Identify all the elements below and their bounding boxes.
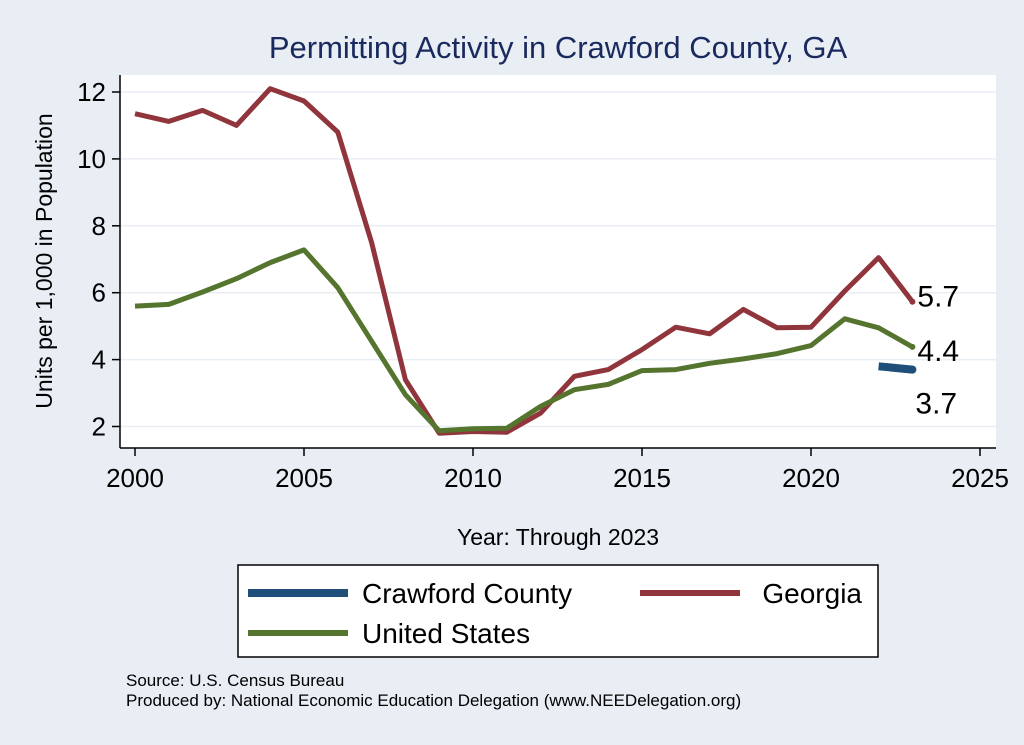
series-line-crawford-county (878, 362, 913, 374)
end-label-united-states: 4.4 (917, 335, 959, 368)
chart-title: Permitting Activity in Crawford County, … (269, 30, 848, 65)
x-tick-label-2010: 2010 (444, 463, 502, 493)
legend-box (237, 564, 879, 658)
produced-by-note: Produced by: National Economic Education… (126, 691, 741, 710)
series-line-georgia (134, 86, 915, 436)
x-tick-label-2020: 2020 (782, 463, 840, 493)
legend-items: Crawford County Georgia United States (248, 578, 862, 649)
axes: 2 4 6 8 10 12 2000 2005 2010 2015 2020 2025 (77, 75, 1009, 493)
grid (120, 91, 996, 428)
y-tick-label-8: 8 (92, 211, 106, 241)
x-tick-label-2005: 2005 (275, 463, 333, 493)
x-tick-label-2000: 2000 (106, 463, 164, 493)
legend: Crawford County Georgia United States (237, 564, 879, 658)
y-tick-label-12: 12 (77, 77, 106, 107)
series-line-united-states (134, 247, 914, 434)
end-label-crawford-county: 3.7 (915, 388, 957, 421)
legend-label-georgia: Georgia (762, 578, 862, 609)
x-tick-label-2015: 2015 (613, 463, 671, 493)
y-axis-label: Units per 1,000 in Population (31, 113, 57, 408)
end-labels: 5.7 4.4 3.7 (915, 281, 959, 421)
end-point-united-states (909, 343, 916, 350)
x-axis-label: Year: Through 2023 (457, 524, 659, 550)
plot-background (120, 75, 996, 448)
legend-label-crawford-county: Crawford County (362, 578, 572, 609)
y-tick-label-2: 2 (92, 412, 106, 442)
x-tick-label-2025: 2025 (951, 463, 1009, 493)
source-note: Source: U.S. Census Bureau (126, 671, 344, 690)
series-layer (134, 86, 917, 436)
y-tick-label-10: 10 (77, 144, 106, 174)
end-label-georgia: 5.7 (917, 281, 959, 314)
legend-label-united-states: United States (362, 618, 530, 649)
y-tick-label-6: 6 (92, 278, 106, 308)
y-tick-label-4: 4 (92, 345, 106, 375)
end-point-crawford-county (908, 365, 917, 374)
end-point-georgia (909, 298, 916, 305)
